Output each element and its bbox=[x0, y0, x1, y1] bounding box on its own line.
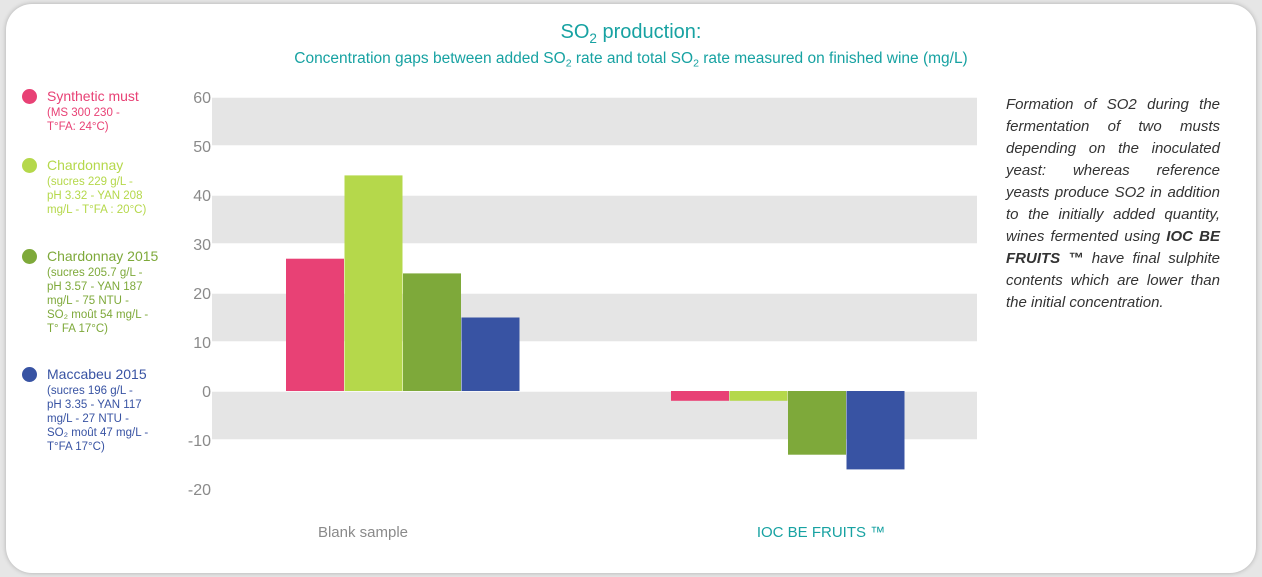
y-tick-label: 10 bbox=[193, 335, 211, 352]
legend-marker bbox=[22, 367, 37, 382]
x-category-label: IOC BE FRUITS ™ bbox=[757, 524, 885, 541]
y-tick-label: 0 bbox=[202, 384, 211, 401]
grid-band bbox=[212, 97, 977, 146]
bar bbox=[846, 391, 905, 470]
bar bbox=[344, 175, 403, 391]
y-tick-label: 40 bbox=[193, 188, 211, 205]
legend-series-name: Chardonnay 2015 bbox=[47, 248, 159, 264]
legend-marker bbox=[22, 89, 37, 104]
y-tick-label: 30 bbox=[193, 237, 211, 254]
bar bbox=[671, 391, 729, 401]
bar bbox=[286, 258, 344, 391]
y-tick-label: 50 bbox=[193, 139, 211, 156]
x-category-label: Blank sample bbox=[318, 524, 408, 541]
description-note: Formation of SO2 during the fermentation… bbox=[1006, 96, 1220, 311]
y-tick-label: -20 bbox=[188, 482, 211, 499]
legend-series-name: Maccabeu 2015 bbox=[47, 366, 147, 382]
y-tick-label: 20 bbox=[193, 286, 211, 303]
legend-series-detail: (sucres 196 g/L - pH 3.35 - YAN 117 mg/L… bbox=[47, 385, 149, 453]
bar bbox=[461, 317, 520, 391]
y-tick-label: -10 bbox=[188, 433, 211, 450]
legend-series-detail: (sucres 229 g/L - pH 3.32 - YAN 208 mg/L… bbox=[47, 176, 147, 216]
bar bbox=[403, 273, 461, 391]
legend-marker bbox=[22, 158, 37, 173]
grid-band bbox=[212, 195, 977, 244]
legend-series-name: Synthetic must bbox=[47, 88, 139, 104]
bar bbox=[788, 391, 846, 455]
legend-series-detail: (MS 300 230 - T°FA: 24°C) bbox=[47, 107, 120, 133]
chart-subtitle: Concentration gaps between added SO2 rat… bbox=[294, 50, 968, 70]
y-tick-label: 60 bbox=[193, 90, 211, 107]
legend-series-name: Chardonnay bbox=[47, 157, 124, 173]
bar bbox=[729, 391, 788, 401]
legend-marker bbox=[22, 249, 37, 264]
legend-series-detail: (sucres 205.7 g/L - pH 3.57 - YAN 187 mg… bbox=[47, 267, 149, 335]
chart-title: SO2 production: bbox=[560, 21, 702, 46]
